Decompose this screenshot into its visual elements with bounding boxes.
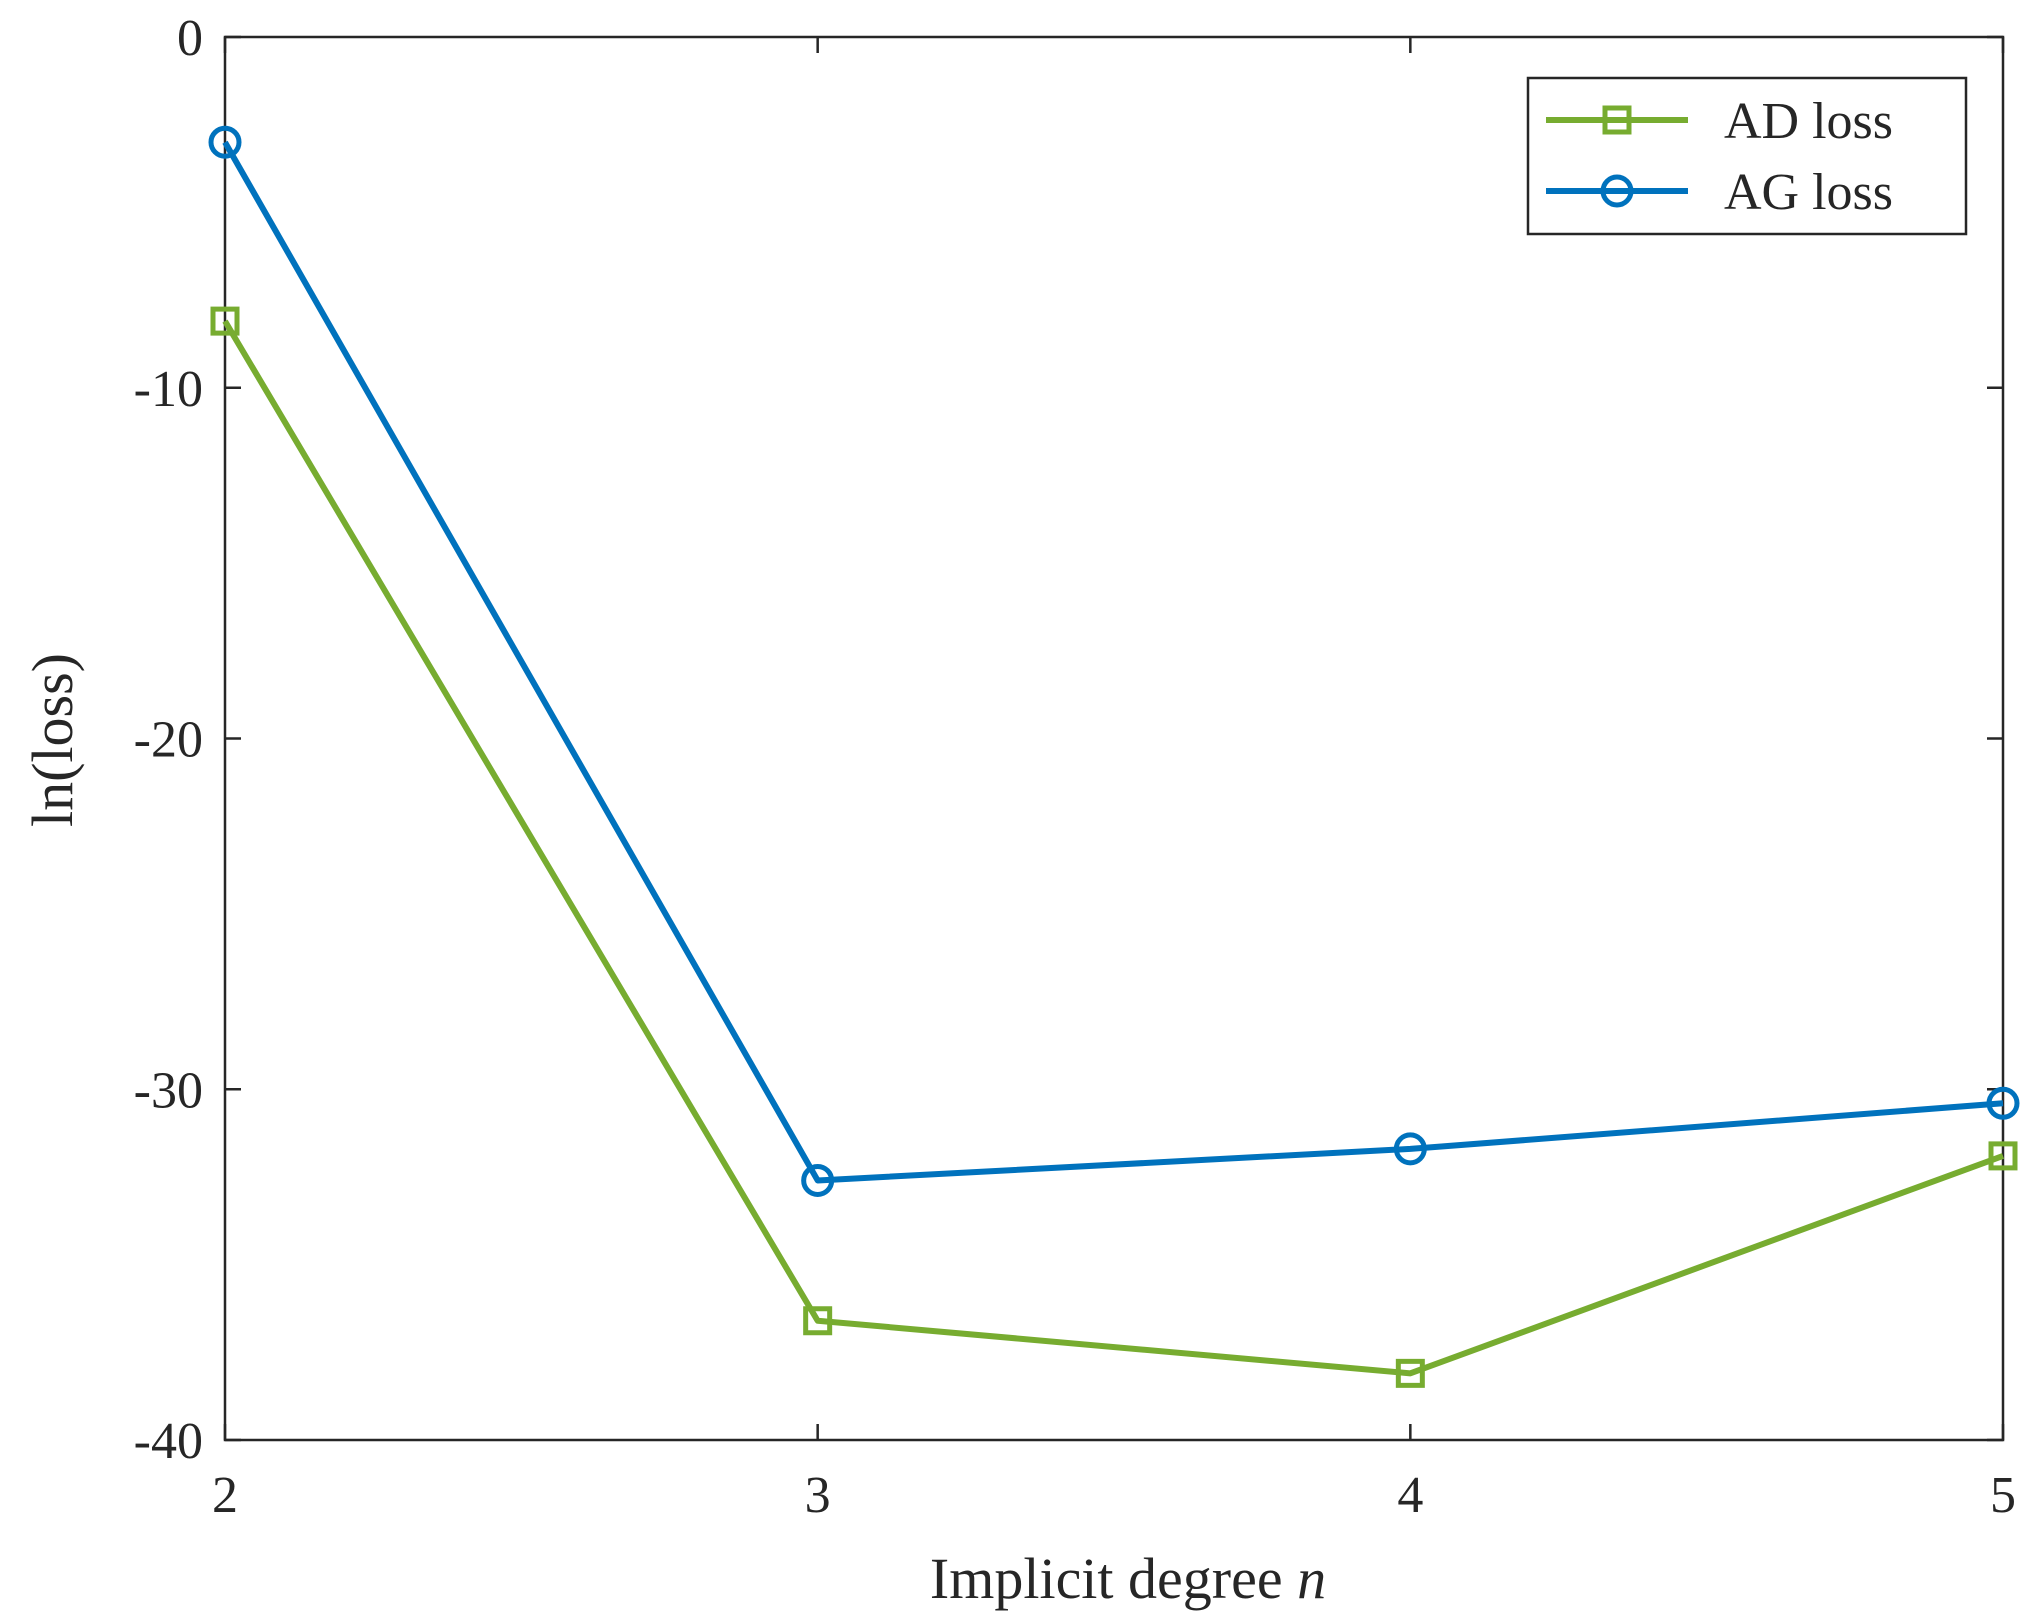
y-tick-label: -20 — [134, 712, 203, 769]
data-point-ag-loss — [801, 1163, 835, 1197]
x-tick-label: 3 — [805, 1467, 831, 1524]
y-tick-label: -30 — [134, 1062, 203, 1119]
data-point-ag-loss — [1986, 1086, 2020, 1120]
series-line-ag-loss — [222, 140, 2004, 1184]
y-axis-title: ln(loss) — [20, 653, 85, 827]
data-point-ag-loss — [208, 125, 242, 159]
y-tick-label: -40 — [134, 1413, 203, 1470]
data-point-ad-loss — [1395, 1358, 1425, 1388]
x-tick-label: 2 — [212, 1467, 238, 1524]
series-layer — [208, 125, 2020, 1388]
legend-label-ag-loss: AG loss — [1724, 164, 1893, 221]
x-tick-label: 4 — [1397, 1467, 1423, 1524]
legend-box — [1526, 76, 1968, 236]
tick-labels: 2 3 4 5 0 -10 -20 -30 -40 — [134, 10, 2016, 1524]
legend-entry-ag-loss: AG loss — [1546, 164, 1893, 221]
x-axis-title: Implicit degree n — [930, 1546, 1326, 1611]
data-point-ad-loss — [1988, 1141, 2018, 1171]
y-tick-label: -10 — [134, 361, 203, 418]
legend-marker-ag-loss — [1600, 174, 1634, 208]
legend-entry-ad-loss: AD loss — [1546, 93, 1893, 150]
legend: AD loss AG loss — [1526, 76, 1968, 236]
legend-marker-ad-loss — [1602, 105, 1632, 135]
series-ag-loss — [208, 125, 2020, 1197]
x-tick-label: 5 — [1990, 1467, 2016, 1524]
x-axis-title-variable: n — [1297, 1546, 1326, 1611]
data-point-ad-loss — [210, 306, 240, 336]
data-point-ag-loss — [1393, 1132, 1427, 1166]
series-line-ad-loss — [222, 319, 2005, 1377]
x-axis-title-text: Implicit degree — [930, 1546, 1283, 1611]
y-tick-label: 0 — [177, 10, 203, 67]
data-point-ad-loss — [803, 1306, 833, 1336]
series-ad-loss — [210, 306, 2018, 1388]
legend-label-ad-loss: AD loss — [1724, 93, 1893, 150]
